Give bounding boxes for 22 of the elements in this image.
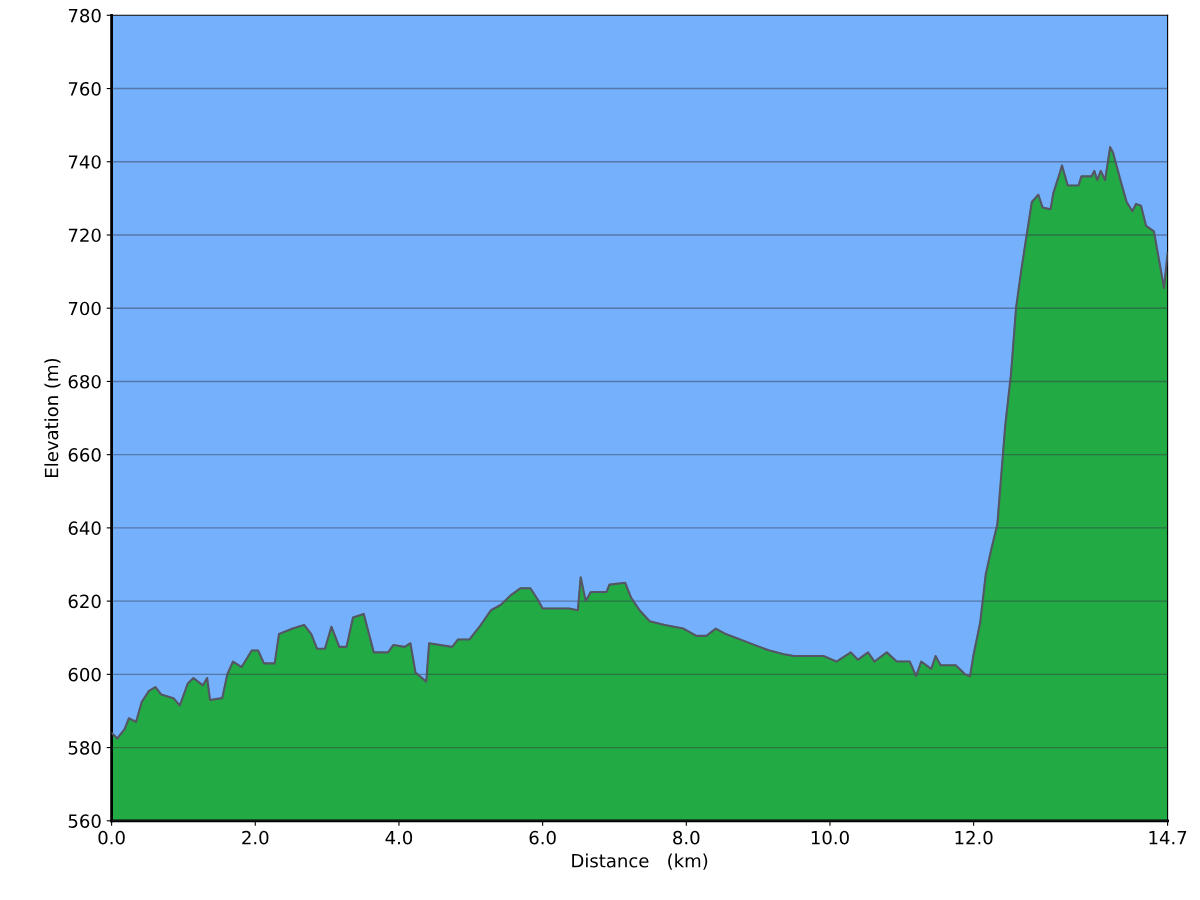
x-tick-label: 4.0 <box>385 830 413 845</box>
y-tick-label: 680 <box>68 374 101 389</box>
y-tick-label: 720 <box>68 228 101 243</box>
y-tick-label: 780 <box>68 8 101 23</box>
x-tick-label: 8.0 <box>673 830 700 845</box>
y-tick-label: 580 <box>68 741 101 755</box>
x-tick-label: 0.0 <box>98 830 125 845</box>
x-tick-label: 6.0 <box>529 830 556 845</box>
y-tick-label: 760 <box>68 81 101 96</box>
y-tick-label: 740 <box>68 155 101 169</box>
y-tick-label: 640 <box>68 521 101 536</box>
y-tick-label: 600 <box>68 667 101 682</box>
x-tick-label: 12.0 <box>955 830 993 845</box>
y-tick-label: 620 <box>68 594 101 609</box>
x-axis-title: Distance (km) <box>572 853 708 870</box>
y-tick-label: 700 <box>68 301 101 316</box>
y-tick-label: 660 <box>68 448 101 462</box>
x-tick-label: 2.0 <box>242 830 269 845</box>
y-axis-title: Elevation (m) <box>44 358 61 477</box>
x-tick-label: 14.7 <box>1149 831 1187 845</box>
y-tick-label: 560 <box>68 814 101 828</box>
x-tick-label: 10.0 <box>811 830 849 845</box>
